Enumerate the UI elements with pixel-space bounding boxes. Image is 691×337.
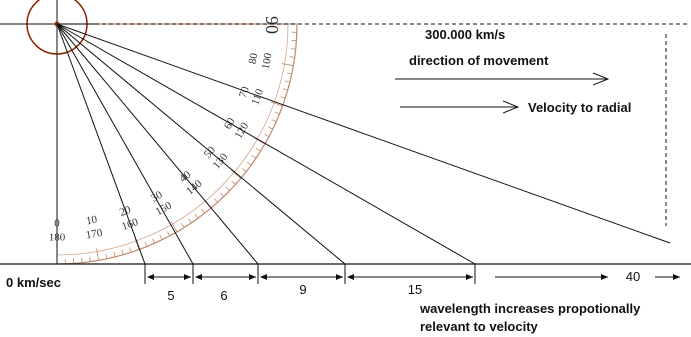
protractor-tick — [286, 72, 292, 75]
speed-label: 300.000 km/s — [425, 27, 505, 42]
protractor-arc — [56, 23, 298, 265]
protractor-tick — [181, 223, 185, 228]
protractor-tick — [96, 248, 100, 261]
protractor-number-inner: 110 — [249, 87, 266, 107]
protractor-tick — [289, 56, 295, 58]
protractor-tick — [225, 186, 230, 191]
protractor-inner-arc — [56, 23, 289, 256]
protractor-tick — [284, 80, 290, 83]
protractor-ticks — [56, 23, 297, 264]
protractor-tick — [271, 119, 277, 122]
protractor-tick — [280, 96, 286, 99]
segment-label-40: 40 — [626, 269, 640, 284]
protractor-tick — [134, 238, 140, 250]
protractor-number-inner: 170 — [85, 227, 104, 242]
protractor-tick — [188, 218, 192, 224]
protractor-tick — [231, 170, 242, 179]
protractor-tick — [219, 192, 224, 197]
protractor-tick — [81, 257, 83, 263]
protractor-number-inner: 100 — [260, 51, 275, 70]
protractor-tick — [251, 155, 257, 159]
protractor-tick — [246, 161, 252, 166]
protractor-number-outer: 80 — [247, 52, 261, 65]
protractor-tick — [282, 88, 288, 91]
protractor-tick — [166, 231, 171, 237]
protractor-tick — [241, 168, 247, 173]
segment-label-15: 15 — [408, 282, 422, 297]
protractor-number-outer: 10 — [85, 214, 98, 228]
protractor-tick — [271, 101, 283, 107]
protractor-numbers: 0102030405060708018017016015014013012011… — [49, 51, 275, 243]
protractor-number-outer: 70 — [237, 85, 252, 100]
segment-label-6: 6 — [220, 288, 227, 303]
protractor-tick — [105, 253, 108, 259]
protractor-tick — [129, 247, 132, 253]
protractor-top-label: 90 — [262, 16, 282, 34]
protractor-tick — [281, 63, 294, 67]
caption-line-1: wavelength increases propotionally — [419, 301, 641, 316]
segment-label-5: 5 — [167, 288, 174, 303]
caption-line-2: relevant to velocity — [420, 319, 539, 334]
protractor-tick — [201, 208, 206, 214]
protractor-tick — [113, 251, 116, 257]
protractor-tick — [152, 238, 155, 244]
protractor-tick — [256, 148, 261, 152]
protractor-tick — [121, 249, 124, 255]
protractor-tick — [231, 180, 236, 185]
zero-velocity-label: 0 km/sec — [6, 275, 61, 290]
baseline-ticks — [144, 264, 476, 284]
protractor-tick — [254, 137, 266, 145]
direction-label: direction of movement — [409, 53, 549, 68]
protractor-tick — [194, 213, 199, 219]
protractor-tick — [213, 198, 218, 203]
velocity-radial-label: Velocity to radial — [528, 100, 631, 115]
segment-label-9: 9 — [299, 282, 306, 297]
protractor-tick — [89, 256, 91, 262]
protractor-tick — [264, 133, 270, 138]
protractor-tick — [274, 111, 280, 115]
protractor-tick — [290, 48, 296, 50]
protractor-tick — [159, 235, 163, 240]
radial-lines — [56, 23, 671, 265]
protractor-tick — [170, 221, 178, 233]
protractor-tick — [268, 126, 273, 130]
protractor-tick — [144, 241, 148, 247]
